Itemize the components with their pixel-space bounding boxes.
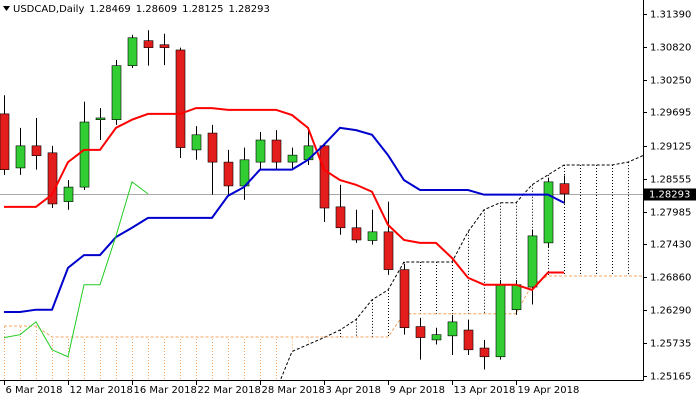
y-tick-label: 1.29125 — [650, 142, 691, 153]
x-tick-label: 28 Mar 2018 — [262, 385, 325, 396]
indicator-line — [4, 107, 564, 292]
header-high: 1.28609 — [136, 4, 177, 15]
candle-body — [95, 117, 106, 120]
candle-body — [47, 152, 58, 205]
y-tick-label: 1.27985 — [650, 208, 691, 219]
indicator-line — [3, 181, 149, 358]
candle-body — [79, 121, 90, 188]
candle-body — [319, 145, 330, 209]
axes: 1.31390 1.30820 1.30250 1.29695 1.29125 1.285… — [4, 10, 696, 396]
x-tick-label: 22 Mar 2018 — [198, 385, 261, 396]
y-tick-label: 1.26860 — [650, 273, 691, 284]
candle-body — [159, 44, 170, 48]
candle-body — [0, 113, 10, 170]
y-tick-label: 1.28555 — [650, 175, 691, 186]
candle-body — [223, 161, 234, 187]
candle-body — [207, 132, 218, 163]
last-price-box — [644, 188, 696, 201]
candle-body — [351, 227, 362, 241]
candle-body — [31, 145, 42, 157]
candle-body — [527, 235, 538, 288]
y-tick-label: 1.29695 — [650, 108, 691, 119]
x-tick-label: 16 Mar 2018 — [134, 385, 197, 396]
header-close: 1.28293 — [228, 4, 269, 15]
candle-body — [63, 186, 74, 202]
candle-body — [463, 329, 474, 351]
y-tick-label: 1.31390 — [650, 10, 691, 21]
candle-body — [543, 181, 554, 244]
candle-body — [175, 49, 186, 148]
candle-body — [111, 65, 122, 120]
candle-body — [255, 139, 266, 163]
candle-body — [383, 231, 394, 270]
x-tick-label: 9 Apr 2018 — [390, 385, 445, 396]
candle-body — [415, 326, 426, 338]
chart-header: USDCAD,Daily 1.28469 1.28609 1.28125 1.28293 — [13, 4, 270, 15]
indicator-line — [4, 126, 565, 314]
plot-area — [0, 30, 643, 380]
x-tick-label: 12 Mar 2018 — [70, 385, 133, 396]
candle-body — [447, 321, 458, 337]
chart-title: USDCAD,Daily — [13, 4, 84, 15]
last-price-label: 1.28293 — [649, 190, 690, 201]
header-low: 1.28125 — [182, 4, 223, 15]
y-tick-label: 1.30250 — [650, 76, 691, 87]
y-tick-label: 1.30820 — [650, 43, 691, 54]
cloud-line — [4, 275, 643, 338]
x-tick-label: 3 Apr 2018 — [326, 385, 381, 396]
y-tick-label: 1.25165 — [650, 372, 691, 383]
header-icon — [3, 6, 10, 11]
candle-body — [479, 347, 490, 358]
candle-body — [399, 269, 410, 329]
cloud-line — [279, 155, 643, 380]
candle-body — [143, 40, 154, 48]
header-open: 1.28469 — [89, 4, 130, 15]
candle-body — [271, 139, 282, 163]
candle-body — [191, 134, 202, 151]
y-tick-label: 1.26290 — [650, 306, 691, 317]
candle-body — [15, 145, 26, 169]
candle-body — [431, 334, 442, 341]
candle-body — [127, 37, 138, 66]
candle-body — [335, 206, 346, 229]
x-tick-label: 19 Apr 2018 — [518, 385, 580, 396]
x-tick-label: 6 Mar 2018 — [6, 385, 63, 396]
candle-body — [559, 183, 570, 195]
candle-body — [511, 284, 522, 310]
candle-body — [367, 231, 378, 241]
x-tick-label: 13 Apr 2018 — [454, 385, 516, 396]
y-tick-label: 1.25735 — [650, 339, 691, 350]
y-tick-label: 1.27430 — [650, 240, 691, 251]
candle-body — [287, 154, 298, 163]
candle-body — [495, 284, 506, 358]
